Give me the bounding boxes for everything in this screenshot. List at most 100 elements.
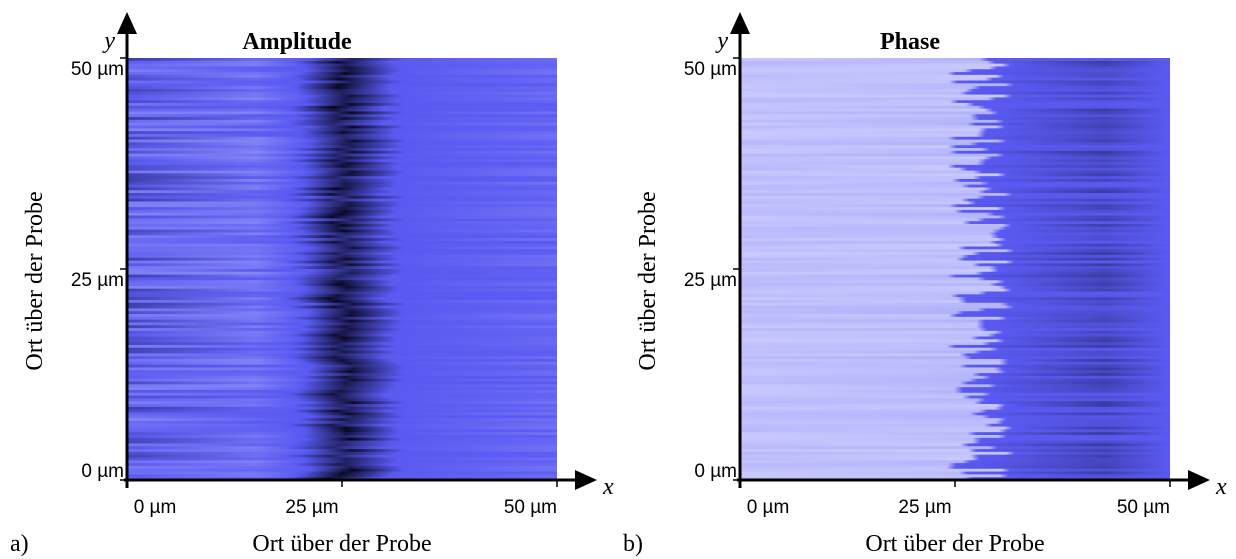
scan-stripe: [127, 367, 557, 371]
scan-stripe: [127, 108, 557, 113]
scan-stripe: [127, 434, 557, 439]
scan-stripe: [127, 58, 557, 62]
scan-stripe: [740, 283, 1170, 287]
scan-stripe: [127, 111, 557, 115]
scan-stripe: [127, 198, 557, 203]
scan-stripe: [740, 361, 1170, 366]
scan-stripe: [740, 148, 1170, 152]
scan-stripe: [127, 156, 557, 160]
scan-stripe: [127, 260, 557, 264]
scan-stripe: [740, 246, 1170, 250]
scan-stripe: [740, 319, 1170, 324]
scan-stripe: [127, 330, 557, 335]
scan-stripe: [127, 221, 557, 225]
scan-stripe: [127, 406, 557, 411]
scan-stripe: [127, 263, 557, 267]
scan-stripe: [740, 468, 1170, 473]
scan-stripe: [127, 83, 557, 87]
scan-stripe: [127, 232, 557, 236]
scan-stripe: [740, 308, 1170, 312]
scan-stripe: [740, 342, 1170, 346]
scan-stripe: [127, 328, 557, 332]
scan-stripe: [127, 364, 557, 369]
scan-stripe: [127, 66, 557, 70]
scan-stripe: [127, 153, 557, 158]
scan-stripe: [127, 125, 557, 129]
scan-stripe: [127, 409, 557, 414]
scan-stripe: [740, 133, 1170, 138]
scan-stripe: [740, 465, 1170, 470]
scan-stripe: [740, 80, 1170, 84]
scan-stripe: [127, 277, 557, 281]
scan-stripe: [740, 288, 1170, 293]
scan-stripe: [127, 316, 557, 321]
scan-stripe: [740, 226, 1170, 231]
scan-stripe: [127, 381, 557, 385]
scan-stripe: [740, 429, 1170, 433]
scan-stripe: [740, 83, 1170, 87]
scan-stripe: [740, 322, 1170, 326]
scan-stripe: [740, 212, 1170, 217]
scan-stripe: [127, 344, 557, 349]
scan-stripe: [740, 305, 1170, 309]
scan-stripe: [127, 139, 557, 143]
scan-stripe: [127, 60, 557, 65]
scan-stripe: [740, 238, 1170, 242]
scan-stripe: [740, 339, 1170, 343]
scan-stripe: [740, 111, 1170, 115]
scan-stripe: [740, 105, 1170, 110]
scan-stripe: [127, 97, 557, 101]
scan-stripe: [740, 404, 1170, 408]
scan-stripe: [740, 344, 1170, 349]
scan-stripe: [127, 243, 557, 248]
scan-stripe: [127, 170, 557, 174]
scan-stripe: [740, 325, 1170, 329]
scan-stripe: [127, 201, 557, 205]
scan-stripe: [740, 406, 1170, 411]
scan-stripe: [740, 330, 1170, 335]
scan-stripe: [740, 122, 1170, 127]
scan-stripe: [740, 280, 1170, 284]
scan-stripe: [127, 311, 557, 315]
scan-stripe: [127, 100, 557, 104]
scan-stripe: [127, 325, 557, 329]
scan-stripe: [127, 238, 557, 242]
scan-stripe: [127, 339, 557, 343]
y-tick-label: 50 µm: [684, 59, 737, 80]
scan-stripe: [740, 373, 1170, 377]
scan-stripe: [127, 319, 557, 324]
scan-stripe: [740, 72, 1170, 76]
scan-stripe: [127, 226, 557, 231]
scan-stripe: [740, 178, 1170, 183]
scan-stripe: [740, 60, 1170, 65]
scan-stripe: [740, 418, 1170, 422]
scan-stripe: [740, 249, 1170, 253]
scan-stripe: [127, 133, 557, 138]
scan-stripe: [127, 474, 557, 478]
scan-stripe: [127, 283, 557, 287]
scan-stripe: [740, 88, 1170, 93]
scan-stripe: [740, 97, 1170, 101]
scan-stripe: [127, 429, 557, 433]
scan-stripe: [740, 232, 1170, 236]
scan-stripe: [127, 426, 557, 430]
scan-stripe: [127, 471, 557, 475]
scan-stripe: [740, 125, 1170, 129]
scan-stripe: [740, 145, 1170, 149]
scan-stripe: [127, 209, 557, 214]
y-axis-label: Ort über der Probe: [635, 191, 661, 370]
scan-stripe: [127, 257, 557, 262]
scan-stripe: [127, 375, 557, 380]
scan-stripe: [740, 401, 1170, 405]
scan-stripe: [740, 181, 1170, 186]
scan-stripe: [740, 187, 1170, 191]
scan-stripe: [740, 395, 1170, 400]
scan-stripe: [740, 333, 1170, 338]
scan-stripe: [740, 409, 1170, 414]
scan-stripe: [740, 463, 1170, 467]
scan-stripe: [127, 446, 557, 450]
scan-stripe: [740, 190, 1170, 194]
scan-stripe: [127, 80, 557, 84]
scan-stripe: [127, 291, 557, 295]
scan-stripe: [127, 252, 557, 256]
